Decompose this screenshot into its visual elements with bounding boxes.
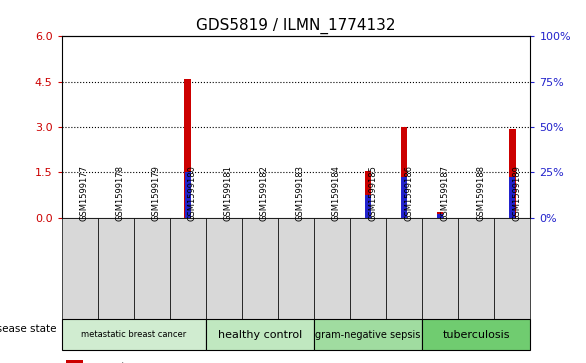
Text: count: count <box>95 362 127 363</box>
Bar <box>437 212 444 218</box>
Bar <box>401 177 407 218</box>
Text: gram-negative sepsis: gram-negative sepsis <box>315 330 421 340</box>
Text: healthy control: healthy control <box>218 330 302 340</box>
Bar <box>134 218 170 319</box>
Bar <box>314 319 422 350</box>
Bar <box>401 127 407 218</box>
Text: metastatic breast cancer: metastatic breast cancer <box>81 330 186 339</box>
Bar <box>206 319 314 350</box>
Text: GSM1599188: GSM1599188 <box>476 165 485 221</box>
Bar <box>350 218 386 319</box>
Bar <box>242 218 278 319</box>
Bar <box>98 218 134 319</box>
Text: GSM1599178: GSM1599178 <box>115 165 125 221</box>
Bar <box>458 218 494 319</box>
Bar <box>66 360 83 363</box>
Bar <box>422 218 458 319</box>
Text: GSM1599187: GSM1599187 <box>440 165 449 221</box>
Text: GSM1599180: GSM1599180 <box>188 165 197 221</box>
Bar <box>170 218 206 319</box>
Bar <box>185 172 190 218</box>
Text: GSM1599185: GSM1599185 <box>368 165 377 221</box>
Text: disease state
►: disease state ► <box>0 324 57 346</box>
Bar <box>422 319 530 350</box>
Bar <box>437 214 443 218</box>
Bar <box>185 79 191 218</box>
Title: GDS5819 / ILMN_1774132: GDS5819 / ILMN_1774132 <box>196 17 396 33</box>
Bar <box>386 218 422 319</box>
Bar <box>62 218 98 319</box>
Text: GSM1599179: GSM1599179 <box>152 165 161 221</box>
Text: GSM1599181: GSM1599181 <box>224 165 233 221</box>
Bar <box>494 218 530 319</box>
Bar <box>206 218 242 319</box>
Bar <box>509 129 516 218</box>
Text: GSM1599189: GSM1599189 <box>512 165 522 221</box>
Bar <box>365 195 371 218</box>
Text: GSM1599183: GSM1599183 <box>296 165 305 221</box>
Text: tuberculosis: tuberculosis <box>442 330 510 340</box>
Bar <box>365 171 372 218</box>
Text: GSM1599186: GSM1599186 <box>404 165 413 221</box>
Bar <box>509 177 515 218</box>
Text: GSM1599177: GSM1599177 <box>80 165 88 221</box>
Text: GSM1599182: GSM1599182 <box>260 165 269 221</box>
Bar <box>314 218 350 319</box>
Bar <box>278 218 314 319</box>
Bar <box>62 319 206 350</box>
Text: GSM1599184: GSM1599184 <box>332 165 341 221</box>
